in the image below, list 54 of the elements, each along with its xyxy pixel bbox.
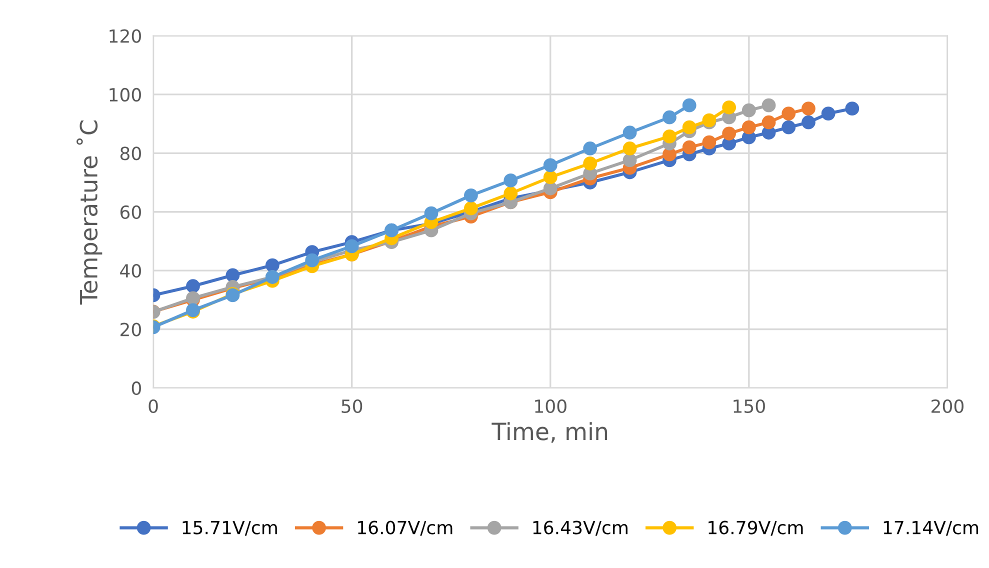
point <box>682 120 696 134</box>
legend-label: 16.79V/cm <box>708 520 803 536</box>
point <box>845 102 860 116</box>
point <box>762 115 776 130</box>
point <box>742 103 756 118</box>
point <box>682 140 696 154</box>
y-tick-label: 0 <box>132 381 141 396</box>
point <box>782 120 796 134</box>
x-tick-label: 50 <box>342 399 362 414</box>
legend-label: 16.07V/cm <box>358 520 452 536</box>
point <box>782 106 796 120</box>
x-tick-label: 200 <box>932 399 964 414</box>
point <box>622 153 637 168</box>
point <box>583 156 598 170</box>
point <box>424 206 438 220</box>
point <box>662 110 676 124</box>
point <box>702 135 716 150</box>
point <box>802 102 816 116</box>
point <box>722 126 736 140</box>
point <box>464 188 478 202</box>
y-tick-label: 100 <box>110 88 141 102</box>
point <box>622 126 637 140</box>
point <box>265 258 280 272</box>
point <box>226 268 240 282</box>
point <box>762 98 776 112</box>
point <box>821 106 836 120</box>
point <box>742 120 756 134</box>
point <box>662 130 676 144</box>
x-tick-label: 100 <box>535 399 566 414</box>
point <box>543 170 558 184</box>
point <box>802 115 816 130</box>
y-tick-label: 120 <box>110 29 141 43</box>
point <box>504 186 518 200</box>
y-tick-label: 80 <box>120 146 141 160</box>
x-tick-label: 0 <box>148 399 158 414</box>
point <box>543 181 558 196</box>
point <box>622 142 637 156</box>
point <box>682 98 696 112</box>
y-tick-label: 60 <box>120 205 141 219</box>
legend-label: 16.43V/cm <box>533 520 628 536</box>
point <box>344 239 359 254</box>
x-tick-label: 150 <box>734 399 765 414</box>
point <box>464 201 478 216</box>
y-tick-label: 20 <box>120 322 141 336</box>
point <box>504 174 518 188</box>
legend-label: 15.71V/cm <box>182 520 277 536</box>
point <box>186 279 200 294</box>
point <box>543 158 558 172</box>
y-axis-title: Temperature ˚C <box>76 120 102 305</box>
legend-label: 17.14V/cm <box>884 520 978 536</box>
point <box>722 100 736 114</box>
y-tick-label: 40 <box>120 264 141 278</box>
x-axis-title: Time, min <box>492 422 608 443</box>
point <box>583 142 598 156</box>
